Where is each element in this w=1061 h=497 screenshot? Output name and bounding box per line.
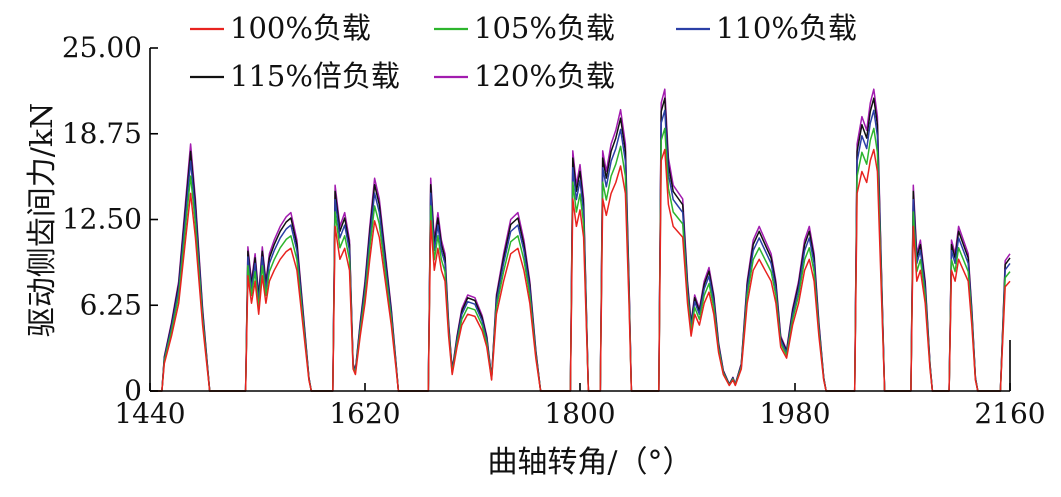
y-tick-label: 12.50 — [62, 203, 142, 236]
y-tick-label: 0 — [124, 374, 142, 407]
y-tick-label: 25.00 — [62, 31, 142, 64]
axes — [149, 48, 1011, 392]
legend-label-0: 100%负载 — [230, 11, 371, 45]
ticks: 0 6.25 12.50 18.75 25.00 1440 1620 1800 1980 2160 — [62, 31, 1046, 430]
legend-label-1: 105%负载 — [474, 11, 615, 45]
legend: 100%负载 105%负载 110%负载 115%倍负载 120%负载 — [190, 11, 857, 93]
legend-label-4: 120%负载 — [474, 59, 615, 93]
x-axis-title: 曲轴转角/（°） — [487, 445, 692, 480]
legend-label-2: 110%负载 — [716, 11, 857, 45]
x-tick-label: 1980 — [759, 397, 830, 430]
y-tick-label: 18.75 — [62, 117, 142, 150]
x-tick-label: 1440 — [114, 397, 185, 430]
legend-label-3: 115%倍负载 — [230, 59, 400, 93]
x-tick-label: 1620 — [329, 397, 400, 430]
x-tick-label: 1800 — [544, 397, 615, 430]
y-tick-label: 6.25 — [80, 288, 142, 321]
series-lines — [150, 88, 1011, 392]
y-axis-title: 驱动侧齿间力/kN — [25, 103, 60, 338]
x-tick-label: 2160 — [974, 397, 1045, 430]
